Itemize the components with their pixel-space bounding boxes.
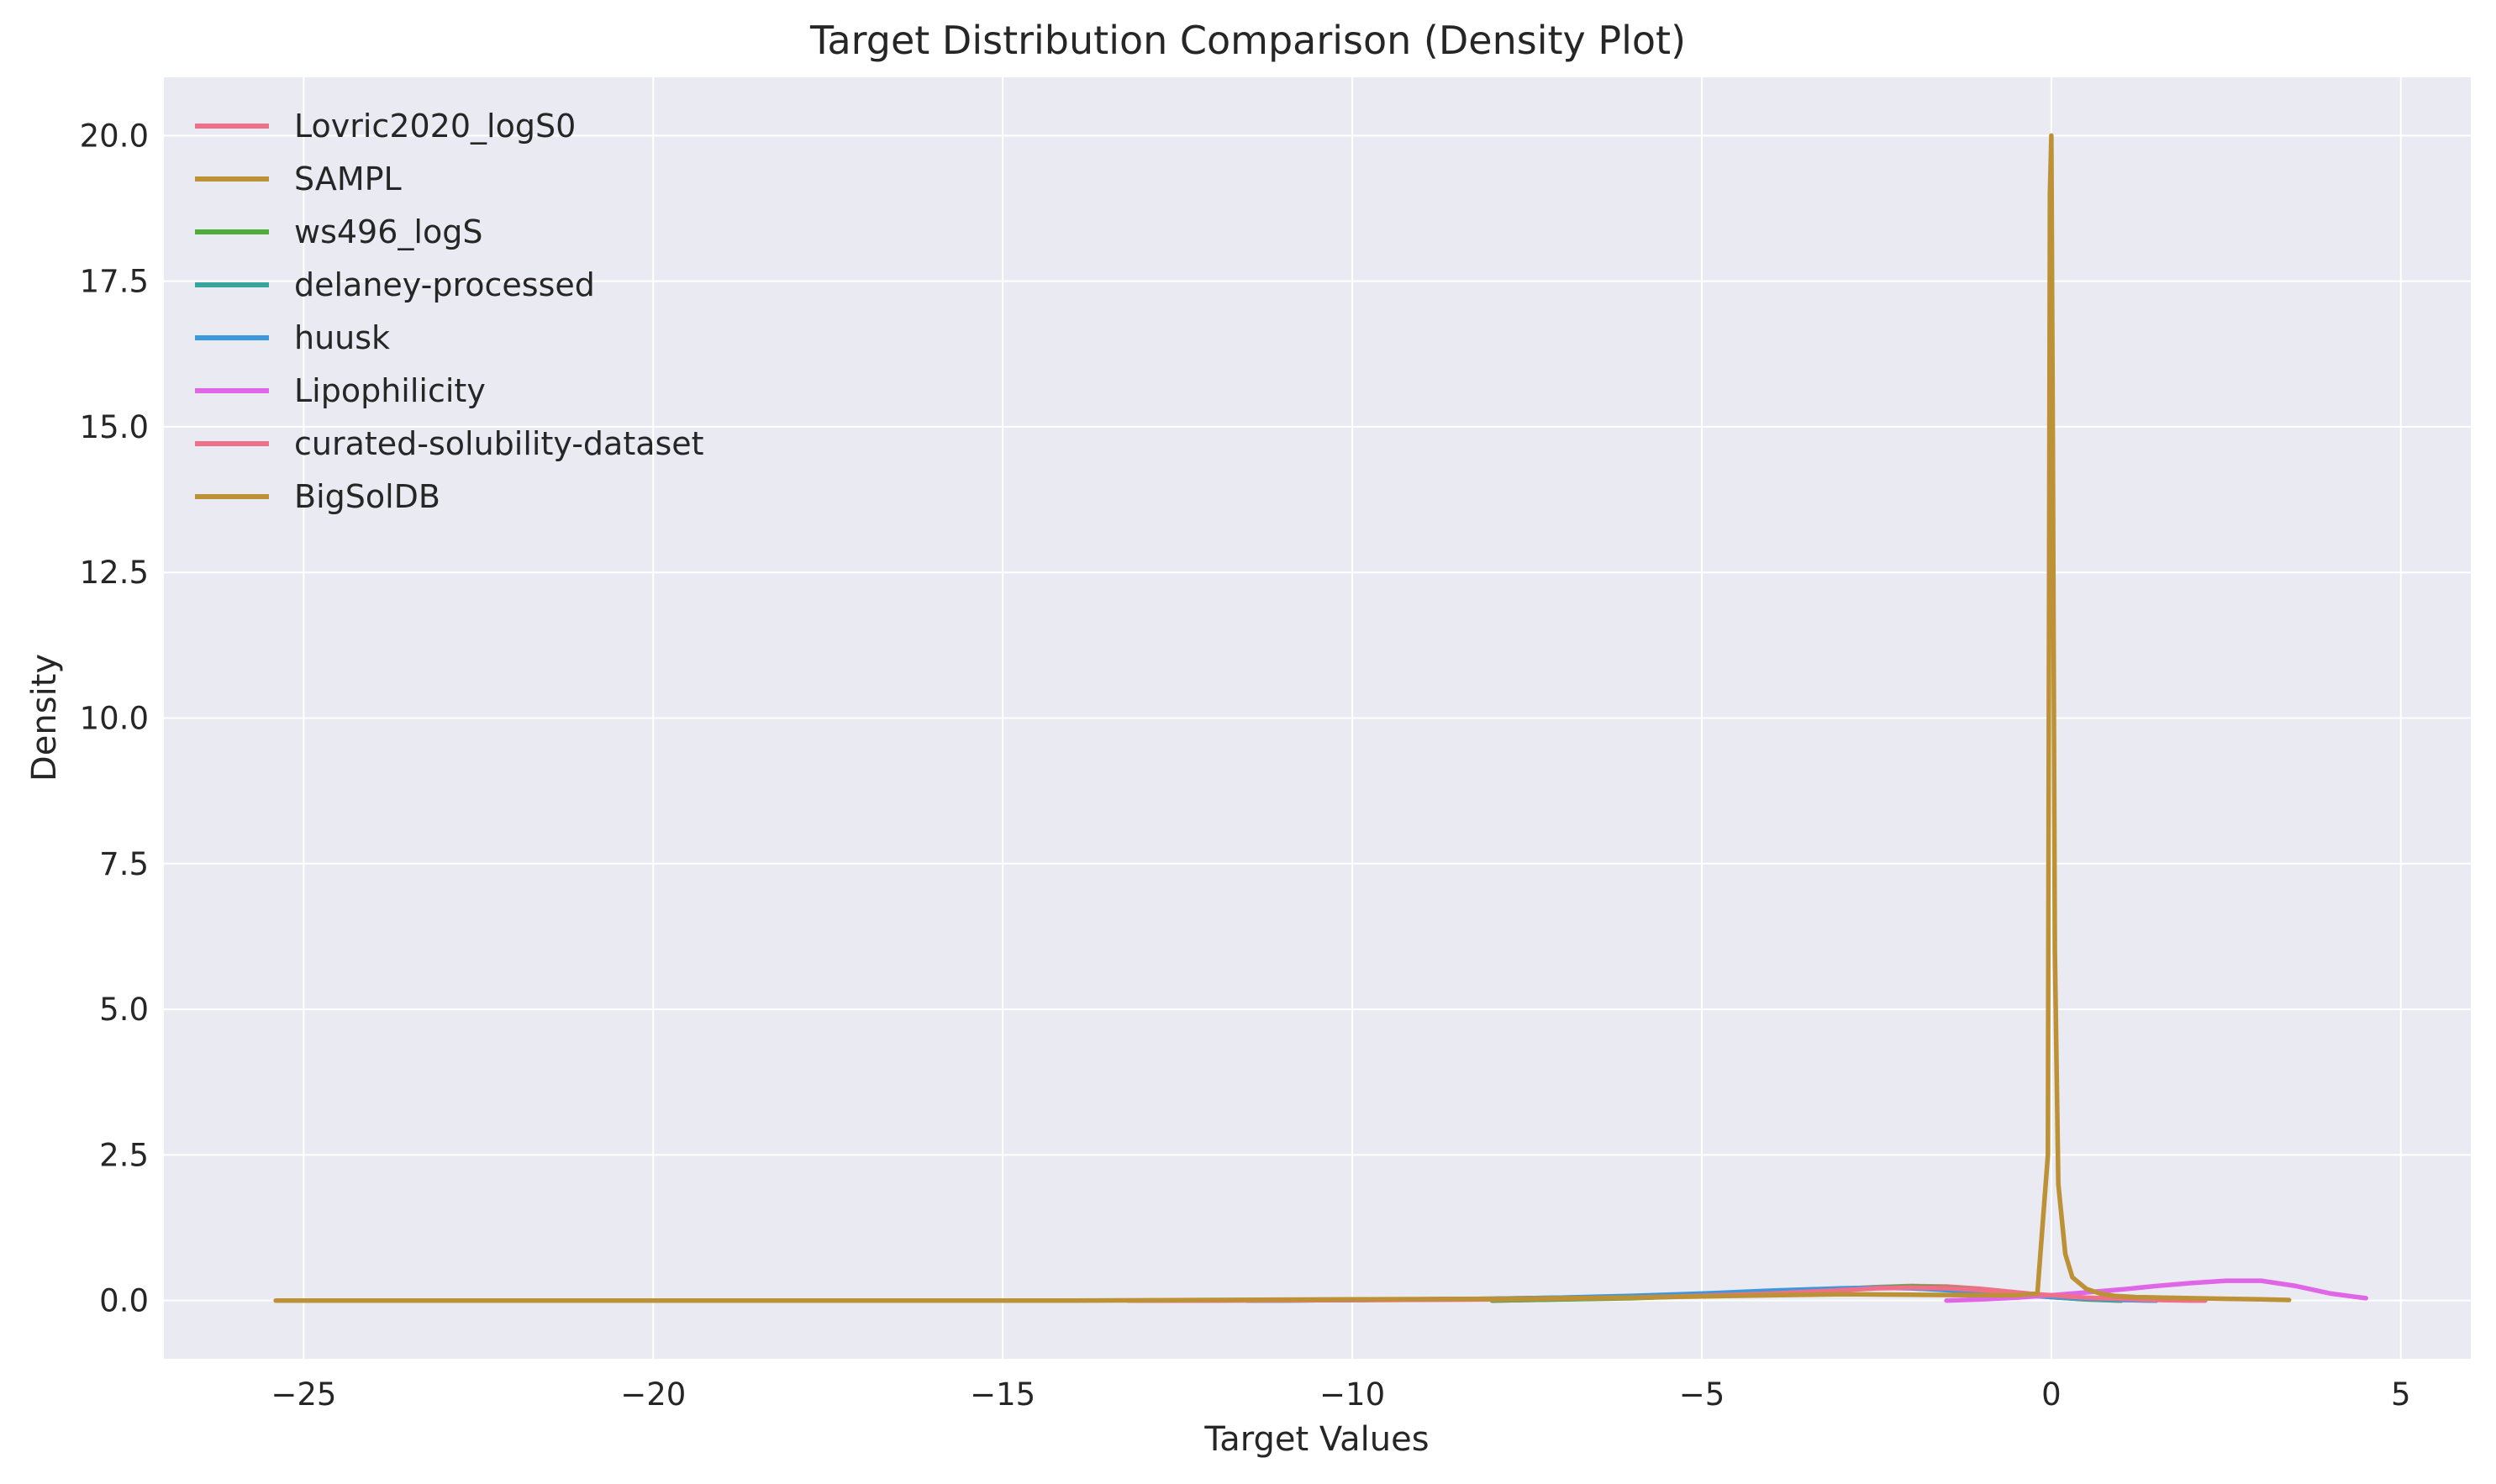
- legend-entry-label: SAMPL: [294, 161, 402, 197]
- x-tick-label: −20: [620, 1376, 686, 1413]
- legend-entry-label: delaney-processed: [294, 266, 595, 303]
- y-tick-label: 2.5: [99, 1137, 149, 1173]
- x-tick-label: −5: [1679, 1376, 1725, 1413]
- x-tick-label: −10: [1319, 1376, 1385, 1413]
- y-tick-label: 10.0: [80, 701, 149, 737]
- y-tick-label: 0.0: [99, 1283, 149, 1319]
- legend-entry-label: curated-solubility-dataset: [294, 425, 704, 462]
- series-line-bigsoldb: [273, 133, 2292, 1303]
- x-tick-label: −25: [271, 1376, 336, 1413]
- legend-entry-label: Lipophilicity: [294, 372, 486, 409]
- series-lines: [273, 133, 2368, 1303]
- legend-entry-label: Lovric2020_logS0: [294, 108, 576, 145]
- x-tick-label: 5: [2391, 1376, 2411, 1413]
- y-tick-label: 20.0: [80, 118, 149, 154]
- x-tick-label: 0: [2041, 1376, 2062, 1413]
- legend-entry-label: ws496_logS: [294, 213, 482, 250]
- axis-ticks: −25 −20 −15 −10 −5 0 5 0.0 2.5 5.0 7.5 10.0 12.5 15.0…: [80, 118, 2411, 1413]
- y-axis-label: Density: [25, 654, 64, 781]
- y-tick-label: 17.5: [80, 264, 149, 300]
- y-tick-label: 15.0: [80, 409, 149, 445]
- series-line-lipophilicity: [1944, 1278, 2368, 1303]
- legend: Lovric2020_logS0 SAMPL ws496_logS delaney-p…: [195, 108, 704, 515]
- legend-entry-label: huusk: [294, 319, 390, 356]
- x-tick-label: −15: [970, 1376, 1035, 1413]
- y-tick-label: 7.5: [99, 846, 149, 882]
- y-tick-label: 5.0: [99, 992, 149, 1028]
- x-axis-label: Target Values: [1203, 1420, 1429, 1459]
- y-tick-label: 12.5: [80, 555, 149, 591]
- chart-title: Target Distribution Comparison (Density …: [809, 18, 1686, 63]
- legend-entry-label: BigSolDB: [294, 478, 440, 515]
